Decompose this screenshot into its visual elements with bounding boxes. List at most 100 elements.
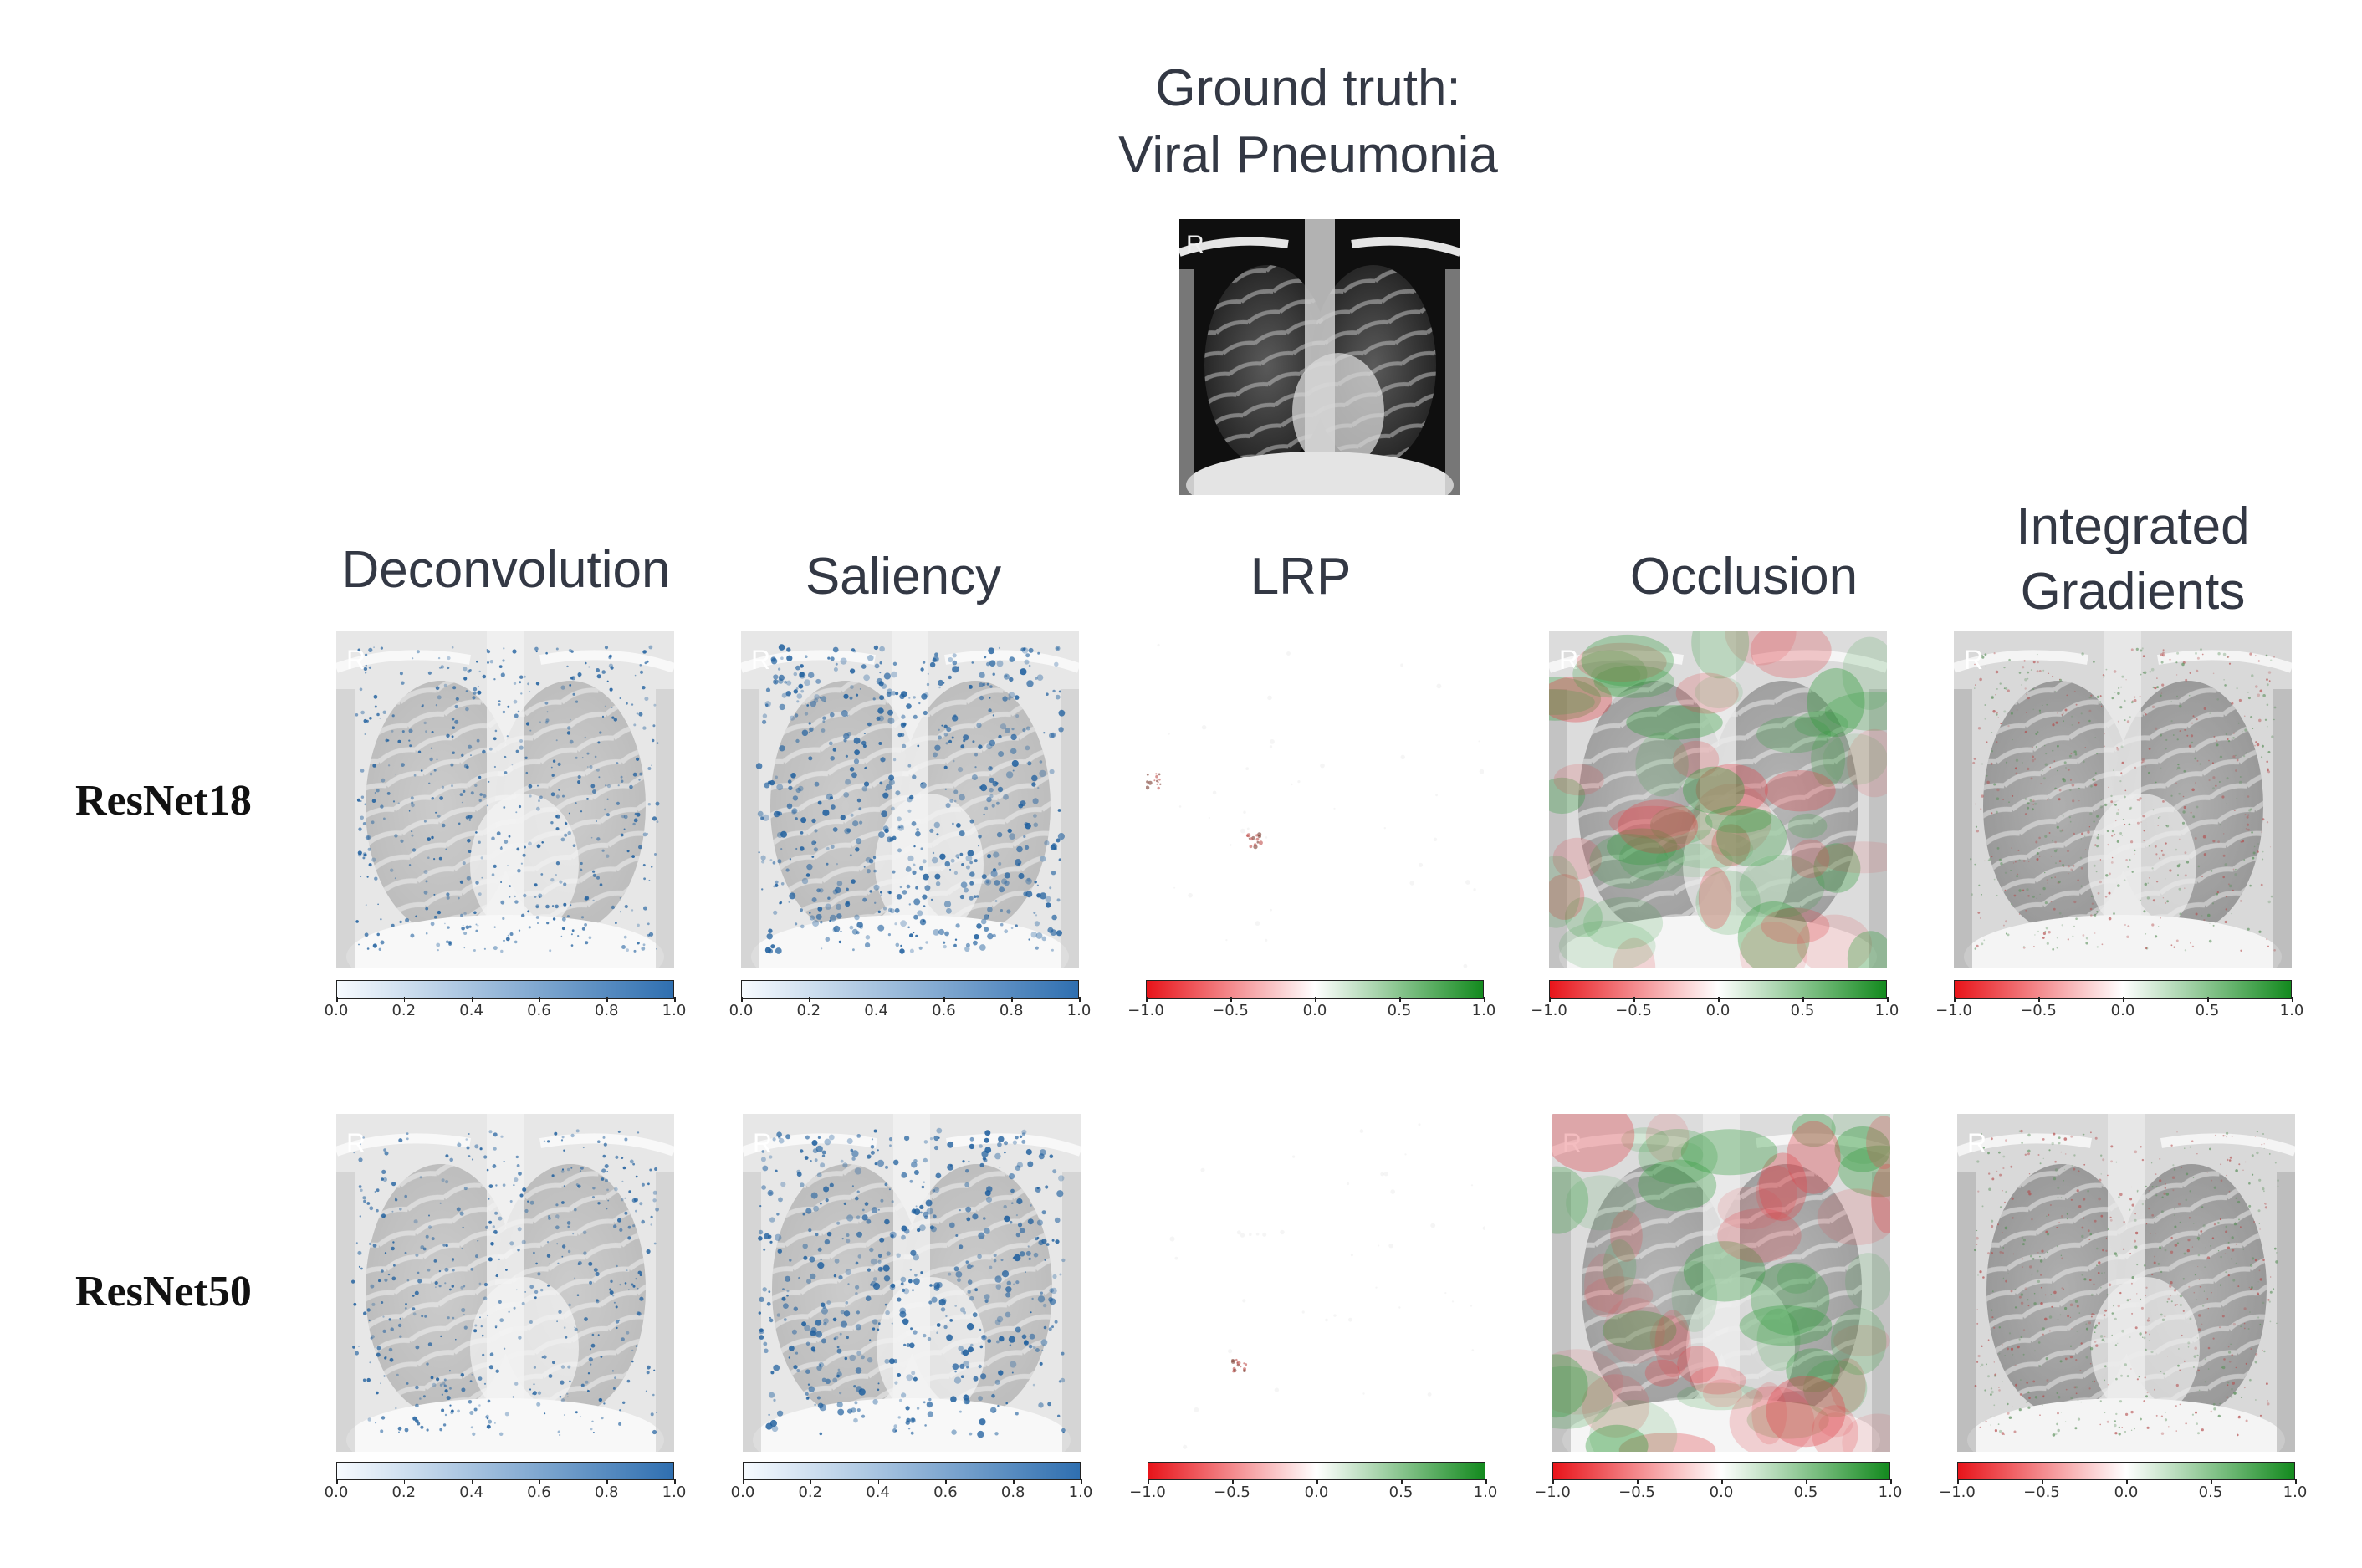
colorbar-tick-label: 0.2 [796,1002,821,1019]
colorbar-tick-mark [1013,1479,1015,1484]
colorbar-tick-label: 0.2 [391,1484,417,1501]
row-label-resnet50: ResNet50 [75,1268,252,1315]
colorbar-tick-mark [1637,1479,1639,1484]
colorbar-resnet18-saliency-ticks: 0.0 0.2 0.4 0.6 0.8 1.0 [729,997,1091,1027]
colorbar-tick-mark [2207,997,2209,1002]
colorbar-tick-mark [674,997,676,1002]
colorbar-tick-mark [1718,997,1720,1002]
colorbar-resnet18-occlusion [1549,980,1887,999]
colorbar-tick-mark [403,997,406,1002]
colorbar-tick-label: 0.6 [527,1484,551,1501]
colorbar-tick-label: −0.5 [1618,1484,1655,1501]
row-label-resnet18: ResNet18 [75,777,252,825]
colorbar-tick-label: 0.0 [324,1484,349,1501]
colorbar-tick-mark [1887,997,1889,1002]
colorbar-tick-mark [539,997,540,1002]
colorbar-tick-label: 0.0 [1304,1484,1329,1501]
colorbar-tick-label: 0.2 [391,1002,417,1019]
colorbar-tick-label: 1.0 [1878,1484,1903,1501]
colorbar-resnet50-lrp-ticks: −1.0 −0.5 0.0 0.5 1.0 [1129,1479,1497,1509]
colorbar-tick-mark [1232,1479,1234,1484]
colorbar-tick-label: 0.4 [459,1002,483,1019]
colorbar-tick-label: 1.0 [2279,1002,2304,1019]
colorbar-tick-mark [539,1479,540,1484]
colorbar-tick-label: 0.0 [1302,1002,1327,1019]
heatmap-resnet18-deconvolution: R [336,631,674,968]
colorbar-resnet50-saliency [743,1462,1081,1480]
svg-text:R: R [1964,645,1983,675]
colorbar-tick-label: −0.5 [1212,1002,1249,1019]
colorbar-tick-mark [1230,997,1232,1002]
colorbar-tick-mark [1315,997,1316,1002]
colorbar-tick-mark [1954,997,1956,1002]
colorbar-tick-label: −0.5 [1615,1002,1652,1019]
colorbar-tick-label: 0.8 [1000,1484,1025,1501]
colorbar-tick-label: 0.5 [2195,1002,2220,1019]
colorbar-tick-mark [606,997,608,1002]
colorbar-resnet50-deconvolution [336,1462,674,1480]
colorbar-resnet50-saliency-ticks: 0.0 0.2 0.4 0.6 0.8 1.0 [731,1479,1092,1509]
colorbar-tick-label: 0.0 [729,1002,754,1019]
colorbar-resnet50-lrp [1148,1462,1485,1480]
ground-truth-title-line1: Ground truth: [1155,59,1461,117]
heatmap-resnet50-integrated-gradients: R [1957,1114,2295,1452]
colorbar-tick-label: −1.0 [1534,1484,1571,1501]
colorbar-tick-label: 0.0 [2114,1484,2139,1501]
column-label-lrp: LRP [1250,548,1352,605]
colorbar-tick-label: 1.0 [1473,1484,1498,1501]
colorbar-tick-mark [1079,997,1081,1002]
svg-text:R: R [1559,645,1578,675]
colorbar-tick-mark [1485,1479,1487,1484]
column-label-saliency: Saliency [805,548,1002,605]
colorbar-resnet18-integrated-gradients-ticks: −1.0 −0.5 0.0 0.5 1.0 [1935,997,2303,1027]
colorbar-tick-mark [336,997,338,1002]
colorbar-resnet18-deconvolution-ticks: 0.0 0.2 0.4 0.6 0.8 1.0 [325,997,686,1027]
colorbar-tick-mark [876,997,878,1002]
colorbar-resnet18-occlusion-ticks: −1.0 −0.5 0.0 0.5 1.0 [1531,997,1899,1027]
colorbar-tick-label: −0.5 [2023,1484,2060,1501]
colorbar-resnet50-integrated-gradients-ticks: −1.0 −0.5 0.0 0.5 1.0 [1939,1479,2307,1509]
colorbar-tick-mark [2211,1479,2212,1484]
colorbar-tick-label: 0.8 [594,1484,619,1501]
colorbar-tick-label: 0.4 [459,1484,483,1501]
colorbar-tick-mark [1148,1479,1149,1484]
colorbar-tick-mark [1549,997,1551,1002]
colorbar-resnet50-occlusion-ticks: −1.0 −0.5 0.0 0.5 1.0 [1534,1479,1902,1509]
colorbar-tick-label: 0.5 [2198,1484,2223,1501]
colorbar-tick-mark [1316,1479,1318,1484]
colorbar-tick-label: 0.0 [324,1002,349,1019]
colorbar-tick-mark [808,997,810,1002]
column-label-occlusion: Occlusion [1629,548,1858,605]
colorbar-tick-mark [943,997,945,1002]
colorbar-tick-label: 0.5 [1793,1484,1818,1501]
colorbar-tick-label: −0.5 [1214,1484,1250,1501]
colorbar-tick-label: 1.0 [2283,1484,2308,1501]
colorbar-tick-label: 0.6 [527,1002,551,1019]
column-label-gradients: Gradients [2020,563,2246,621]
ground-truth-title-line2: Viral Pneumonia [1118,126,1498,184]
colorbar-tick-mark [2126,1479,2128,1484]
colorbar-tick-mark [945,1479,947,1484]
colorbar-tick-mark [1484,997,1485,1002]
colorbar-tick-label: −1.0 [1129,1484,1166,1501]
heatmap-resnet50-deconvolution: R [336,1114,674,1452]
colorbar-tick-mark [2295,1479,2297,1484]
colorbar-tick-mark [1802,997,1804,1002]
original-xray-image: R [1179,219,1460,495]
colorbar-tick-label: 0.2 [798,1484,823,1501]
colorbar-resnet50-occlusion [1552,1462,1890,1480]
heatmap-resnet18-integrated-gradients: R [1954,631,2292,968]
colorbar-tick-mark [471,997,473,1002]
colorbar-tick-label: 1.0 [1874,1002,1899,1019]
colorbar-tick-label: 0.8 [594,1002,619,1019]
colorbar-tick-label: 0.0 [1709,1484,1734,1501]
colorbar-tick-label: 0.0 [730,1484,755,1501]
colorbar-tick-mark [743,1479,744,1484]
colorbar-tick-label: 0.0 [1705,1002,1731,1019]
colorbar-tick-mark [1552,1479,1554,1484]
colorbar-tick-label: 1.0 [1066,1002,1092,1019]
colorbar-tick-mark [1011,997,1013,1002]
colorbar-resnet18-saliency [741,980,1079,999]
svg-text:R: R [1967,1128,1986,1158]
column-label-integrated: Integrated [2016,498,2250,555]
